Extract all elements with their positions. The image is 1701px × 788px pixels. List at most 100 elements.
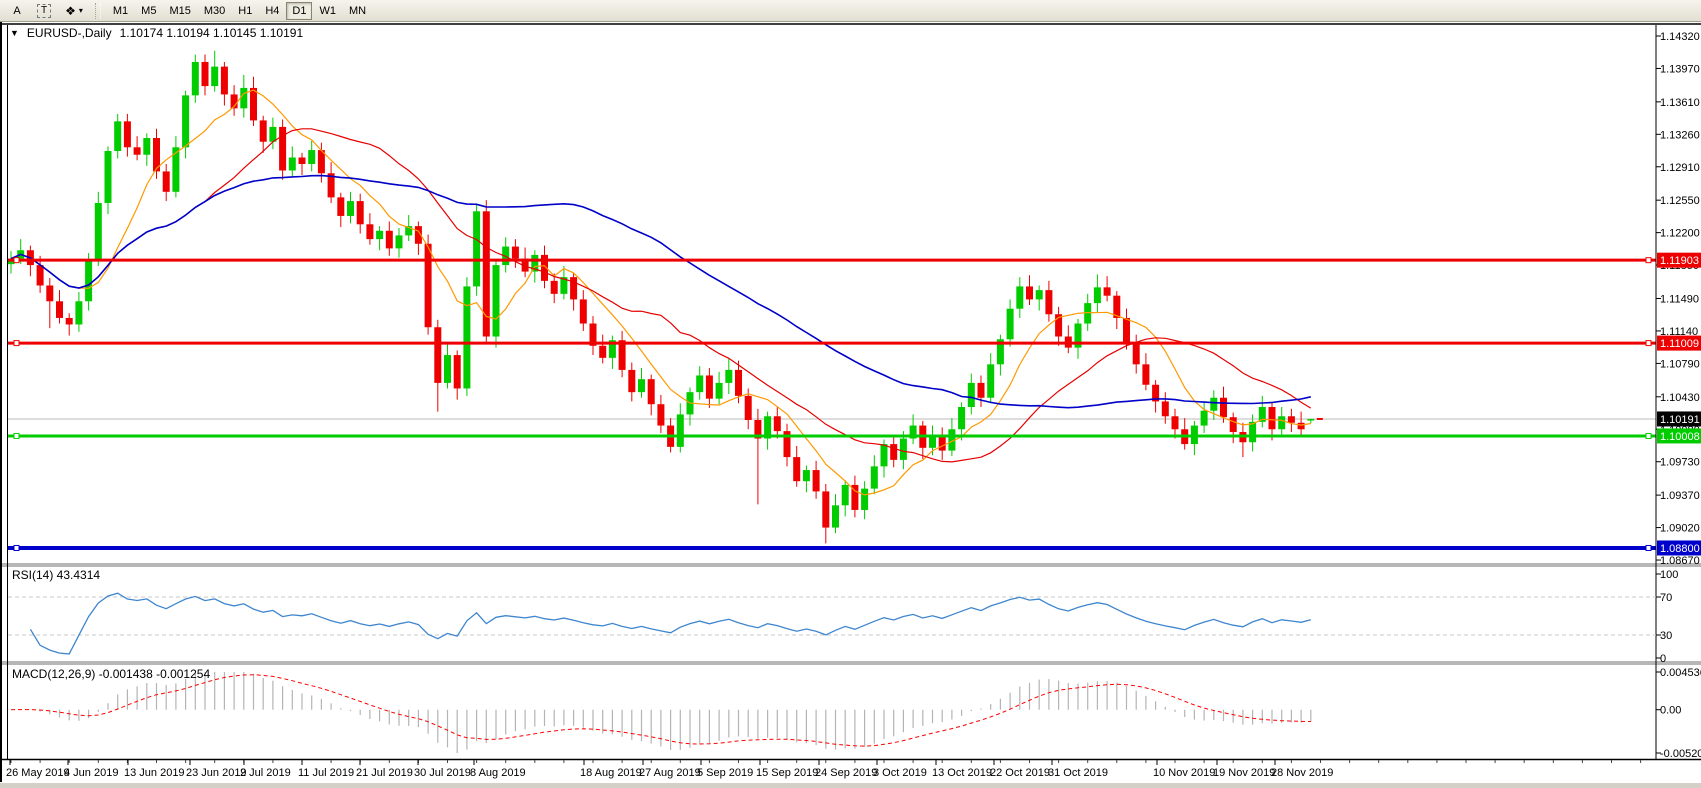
candle	[1307, 418, 1315, 424]
candle	[240, 74, 248, 118]
tf-button-H1[interactable]: H1	[232, 2, 258, 20]
symbol-dropdown-icon[interactable]: ▼	[10, 28, 19, 38]
candle-body	[705, 375, 713, 399]
candle-body	[1113, 295, 1121, 318]
candle	[822, 483, 830, 544]
price-tick-label: 1.11490	[1660, 293, 1699, 305]
candle	[754, 408, 762, 505]
candle	[114, 113, 122, 159]
candle-body	[1229, 417, 1237, 433]
candle-body	[657, 404, 665, 426]
candles-layer	[7, 50, 1315, 544]
candle	[1152, 380, 1160, 413]
candle-body	[1249, 421, 1257, 443]
candle-body	[201, 61, 209, 87]
tf-button-M1[interactable]: M1	[107, 2, 134, 20]
date-label: 27 Aug 2019	[639, 767, 701, 779]
tf-button-D1[interactable]: D1	[286, 1, 313, 20]
price-tick-label: 1.12910	[1660, 162, 1700, 174]
line-anchor-handle[interactable]	[1645, 340, 1652, 347]
date-label: 21 Jul 2019	[356, 767, 413, 779]
line-anchor-handle[interactable]	[13, 340, 20, 347]
candle	[104, 146, 112, 215]
candle-body	[1035, 290, 1043, 300]
candle	[482, 200, 490, 343]
chart-window: 1.14320 1.13970 1.13610 1.13260 1.12910 1.125…	[0, 22, 1701, 788]
date-label: 22 Oct 2019	[990, 767, 1050, 779]
candle	[1229, 412, 1237, 444]
tf-button-H4[interactable]: H4	[259, 2, 285, 20]
macd-axis[interactable]: 0.004536 0.00 -0.005205	[1656, 667, 1701, 760]
candle-body	[1055, 314, 1063, 337]
line-anchor-handle[interactable]	[13, 257, 20, 264]
candle	[511, 239, 519, 268]
price-tick-label: 1.08670	[1660, 555, 1700, 567]
candle-body	[85, 260, 93, 302]
tf-button-W1[interactable]: W1	[313, 2, 342, 20]
candle	[288, 146, 296, 177]
candle	[444, 343, 451, 389]
candle-body	[1297, 422, 1305, 430]
candle-body	[773, 416, 781, 432]
price-tag-label: 1.10191	[1660, 414, 1700, 426]
hline-1.10008[interactable]	[8, 432, 1656, 439]
candle	[298, 152, 306, 176]
candle	[1249, 414, 1257, 452]
hline-1.088[interactable]	[8, 544, 1656, 551]
candle	[172, 136, 180, 198]
price-axis[interactable]: 1.14320 1.13970 1.13610 1.13260 1.12910 1.125…	[1656, 31, 1700, 567]
candle	[1278, 407, 1286, 437]
candle-body	[783, 431, 791, 458]
date-label: 19 Nov 2019	[1213, 767, 1275, 779]
candle-body	[463, 286, 471, 389]
crosshair-tool-icon: ❖	[65, 3, 76, 18]
text-tool-button[interactable]: T	[31, 2, 57, 20]
hline-1.11009[interactable]	[8, 340, 1656, 347]
candle-body	[414, 226, 422, 244]
price-tag-bg	[1657, 252, 1701, 268]
toolbar-separator	[94, 2, 101, 19]
symbol-period-label: EURUSD-,Daily	[26, 26, 112, 40]
candle	[870, 455, 878, 495]
rsi-axis[interactable]: 100 70 30 0	[1656, 569, 1678, 665]
candle	[492, 260, 500, 348]
line-anchor-handle[interactable]	[1645, 257, 1652, 264]
candle-body	[1220, 397, 1227, 418]
candle-body	[735, 369, 742, 396]
date-label: 2 Jul 2019	[240, 767, 291, 779]
tf-button-MN[interactable]: MN	[343, 2, 372, 20]
candle-body	[1074, 323, 1082, 348]
candle-body	[191, 61, 199, 96]
tf-button-M5[interactable]: M5	[135, 2, 162, 20]
candle	[36, 255, 44, 293]
candle-body	[1278, 416, 1286, 430]
price-tag-bg	[1657, 428, 1701, 444]
line-anchor-handle[interactable]	[13, 432, 20, 439]
candle-body	[589, 323, 597, 346]
candle	[1093, 274, 1101, 313]
tf-button-M30[interactable]: M30	[198, 2, 231, 20]
cursor-tool-button[interactable]: ❖ ▾	[59, 2, 89, 20]
candle	[861, 481, 869, 520]
candle	[143, 133, 151, 166]
line-anchor-handle[interactable]	[13, 544, 20, 551]
candle-body	[230, 94, 238, 109]
candle	[657, 394, 665, 433]
date-label: 30 Jul 2019	[414, 767, 471, 779]
arrow-tool-button[interactable]: A	[5, 2, 29, 20]
candle	[541, 245, 548, 289]
line-anchor-handle[interactable]	[1645, 544, 1652, 551]
candle-body	[880, 444, 888, 467]
hline-1.11903[interactable]	[8, 257, 1656, 264]
candle-body	[453, 355, 461, 389]
candle-body	[754, 419, 762, 439]
line-anchor-handle[interactable]	[1645, 432, 1652, 439]
candle-body	[269, 126, 277, 142]
tf-button-M15[interactable]: M15	[163, 2, 196, 20]
candle	[1210, 390, 1218, 420]
candle-body	[376, 230, 384, 240]
candle	[85, 253, 93, 311]
candle-body	[531, 254, 539, 272]
chart-canvas[interactable]: 1.14320 1.13970 1.13610 1.13260 1.12910 1.125…	[0, 22, 1701, 788]
